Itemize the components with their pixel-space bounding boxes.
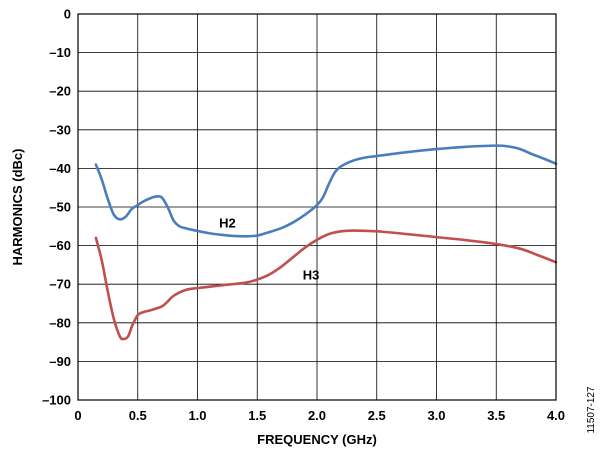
- x-tick-label-6: 3.0: [427, 408, 445, 423]
- x-tick-label-1: 0.5: [129, 408, 147, 423]
- y-tick-label-4: –40: [49, 161, 71, 176]
- figure-id: 11507-127: [586, 386, 597, 434]
- y-tick-label-2: –20: [49, 84, 71, 99]
- x-tick-label-7: 3.5: [487, 408, 505, 423]
- x-tick-label-8: 4.0: [547, 408, 565, 423]
- series-labels: H2 H3: [219, 215, 319, 282]
- x-tick-label-4: 2.0: [308, 408, 326, 423]
- series-h2-label: H2: [219, 215, 236, 230]
- y-tick-label-1: –10: [49, 45, 71, 60]
- grid: [78, 14, 556, 400]
- plot-frame: [77, 13, 557, 401]
- x-tick-label-0: 0: [74, 408, 81, 423]
- y-tick-label-7: –70: [49, 277, 71, 292]
- x-tick-label-5: 2.5: [368, 408, 386, 423]
- y-tick-labels: 0 –10 –20 –30 –40 –50 –60 –70 –80 –90 –100: [42, 7, 71, 408]
- x-tick-labels: 0 0.5 1.0 1.5 2.0 2.5 3.0 3.5 4.0: [74, 408, 565, 423]
- x-tick-label-3: 1.5: [248, 408, 266, 423]
- series-h3-label: H3: [303, 268, 320, 283]
- series-group: [94, 144, 558, 341]
- x-axis-title: FREQUENCY (GHz): [257, 432, 377, 447]
- y-tick-label-3: –30: [49, 122, 71, 137]
- y-tick-label-9: –90: [49, 354, 71, 369]
- y-tick-label-8: –80: [49, 315, 71, 330]
- y-tick-label-0: 0: [64, 7, 71, 22]
- y-tick-label-10: –100: [42, 393, 71, 408]
- y-tick-label-5: –50: [49, 200, 71, 215]
- y-tick-label-6: –60: [49, 238, 71, 253]
- series-h3-line: [94, 229, 558, 341]
- y-axis-title: HARMONICS (dBc): [10, 149, 25, 266]
- series-h2-line: [94, 144, 558, 238]
- x-tick-label-2: 1.0: [188, 408, 206, 423]
